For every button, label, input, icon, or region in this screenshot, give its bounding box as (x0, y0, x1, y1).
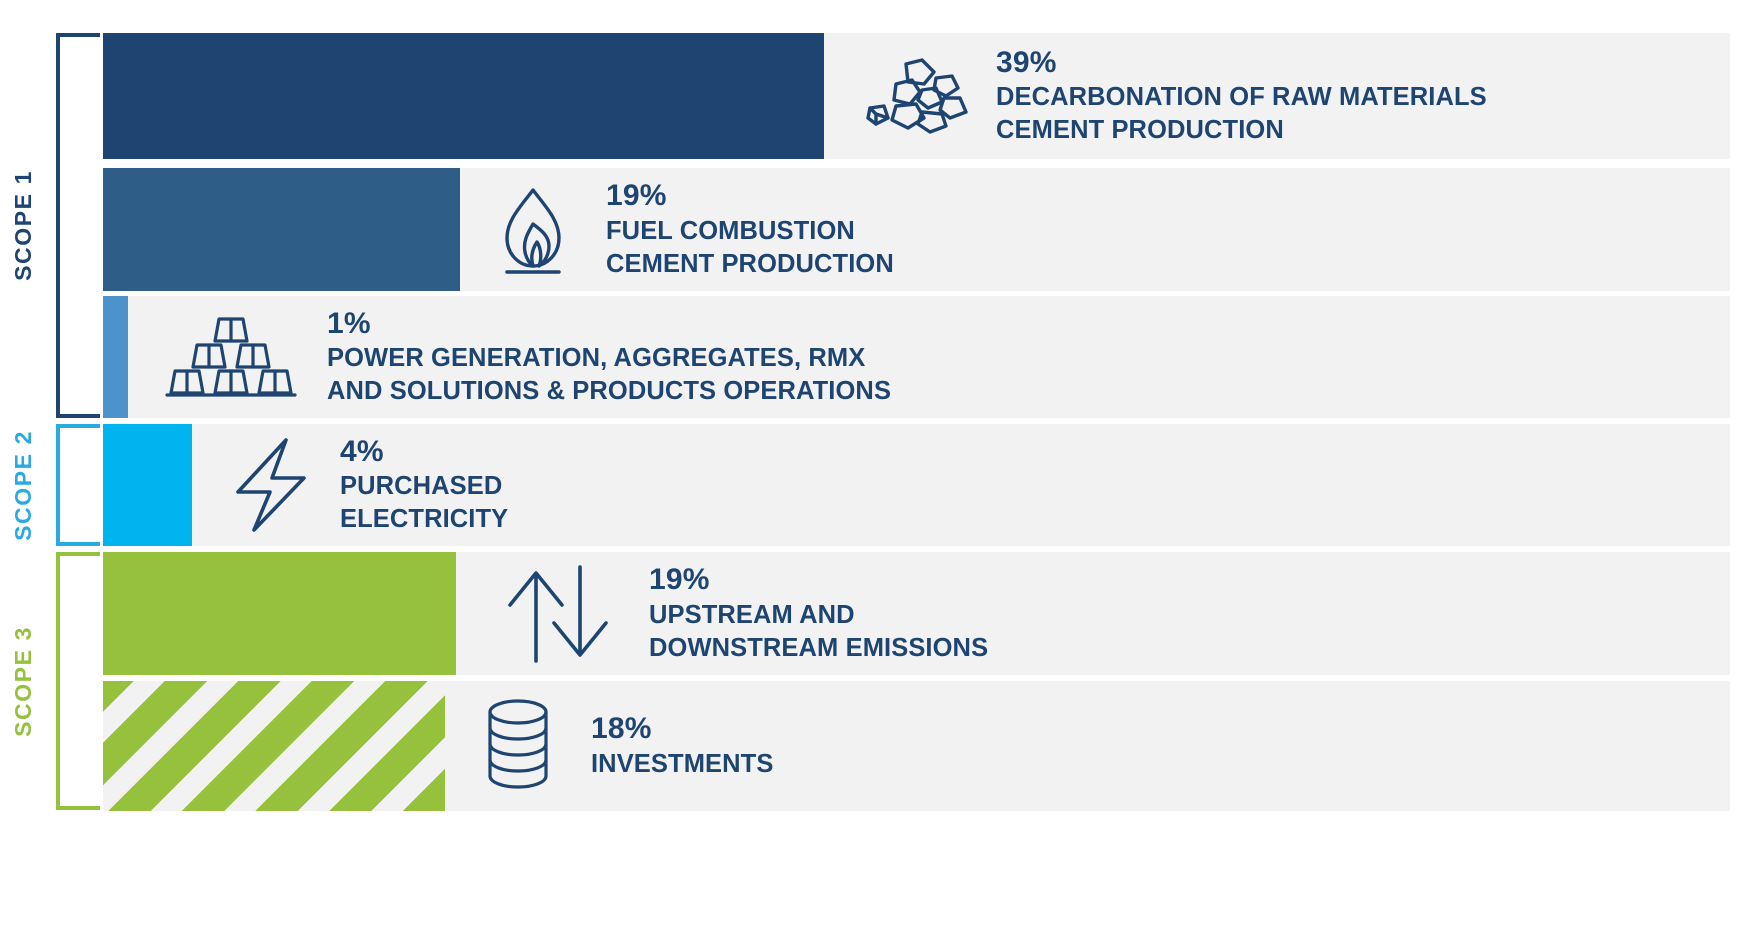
row-desc-line1: POWER GENERATION, AGGREGATES, RMX (327, 344, 866, 373)
row-desc-line2: DOWNSTREAM EMISSIONS (649, 633, 989, 662)
row-percent: 1% (327, 306, 371, 340)
bar-fill (103, 296, 128, 418)
row-desc-line1: UPSTREAM AND (649, 600, 855, 629)
row-labels: 4% PURCHASED ELECTRICITY (340, 434, 508, 537)
row-labels: 19% UPSTREAM AND DOWNSTREAM EMISSIONS (649, 562, 988, 665)
scope-2-label: SCOPE 2 (9, 429, 36, 541)
scope-group-2: SCOPE 2 (0, 424, 100, 546)
row-content: 19% FUEL COMBUSTION CEMENT PRODUCTION (478, 168, 894, 291)
rock-pile-icon (858, 56, 978, 136)
row-desc-line1: PURCHASED (340, 472, 503, 501)
row-content: 18% INVESTMENTS (463, 681, 773, 811)
row-desc-line2: ELECTRICITY (340, 505, 509, 534)
row-percent: 18% (591, 712, 652, 746)
bar-fill (103, 33, 824, 159)
row-labels: 19% FUEL COMBUSTION CEMENT PRODUCTION (606, 178, 894, 281)
scope-2-bracket (56, 424, 100, 546)
row-desc-line1: FUEL COMBUSTION (606, 216, 855, 245)
row-labels: 1% POWER GENERATION, AGGREGATES, RMX AND… (327, 306, 891, 409)
row-desc-line1: DECARBONATION OF RAW MATERIALS (996, 83, 1487, 112)
bar-row-purchased-electricity: 4% PURCHASED ELECTRICITY (103, 424, 1730, 546)
bar-row-power-generation: 1% POWER GENERATION, AGGREGATES, RMX AND… (103, 296, 1730, 418)
scope-3-label: SCOPE 3 (9, 625, 36, 737)
row-desc-line2: CEMENT PRODUCTION (606, 249, 894, 278)
row-desc-line1: INVESTMENTS (591, 749, 774, 778)
row-desc-line2: AND SOLUTIONS & PRODUCTS OPERATIONS (327, 377, 892, 406)
bar-track (103, 424, 1730, 546)
bar-fill (103, 168, 460, 291)
bar-fill-striped (103, 681, 445, 811)
bar-row-investments: 18% INVESTMENTS (103, 681, 1730, 811)
bar-row-decarbonation: 39% DECARBONATION OF RAW MATERIALS CEMEN… (103, 33, 1730, 159)
row-content: 4% PURCHASED ELECTRICITY (213, 424, 508, 546)
row-content: 1% POWER GENERATION, AGGREGATES, RMX AND… (151, 296, 891, 418)
scope-2-label-wrap: SCOPE 2 (0, 424, 46, 546)
row-percent: 39% (996, 45, 1057, 79)
flame-icon (478, 184, 588, 276)
row-labels: 18% INVESTMENTS (591, 711, 773, 781)
bar-fill (103, 552, 456, 675)
row-percent: 19% (606, 179, 667, 213)
row-percent: 19% (649, 563, 710, 597)
bar-fill (103, 424, 192, 546)
lightning-bolt-icon (213, 436, 328, 534)
bar-row-upstream-downstream: 19% UPSTREAM AND DOWNSTREAM EMISSIONS (103, 552, 1730, 675)
scope-group-1: SCOPE 1 (0, 33, 100, 418)
row-content: 19% UPSTREAM AND DOWNSTREAM EMISSIONS (493, 552, 988, 675)
row-percent: 4% (340, 434, 384, 468)
bar-row-fuel-combustion: 19% FUEL COMBUSTION CEMENT PRODUCTION (103, 168, 1730, 291)
scope-3-bracket (56, 552, 100, 810)
up-down-arrows-icon (493, 563, 623, 665)
scope-1-bracket (56, 33, 100, 418)
bar-track (103, 296, 1730, 418)
scope-1-label-wrap: SCOPE 1 (0, 33, 46, 418)
coin-stack-icon (463, 698, 573, 794)
scope-3-label-wrap: SCOPE 3 (0, 552, 46, 810)
scope-group-3: SCOPE 3 (0, 552, 100, 810)
row-content: 39% DECARBONATION OF RAW MATERIALS CEMEN… (858, 33, 1487, 159)
stacked-blocks-icon (151, 313, 311, 401)
row-desc-line2: CEMENT PRODUCTION (996, 116, 1284, 145)
scope-1-label: SCOPE 1 (9, 170, 36, 281)
row-labels: 39% DECARBONATION OF RAW MATERIALS CEMEN… (996, 45, 1487, 148)
